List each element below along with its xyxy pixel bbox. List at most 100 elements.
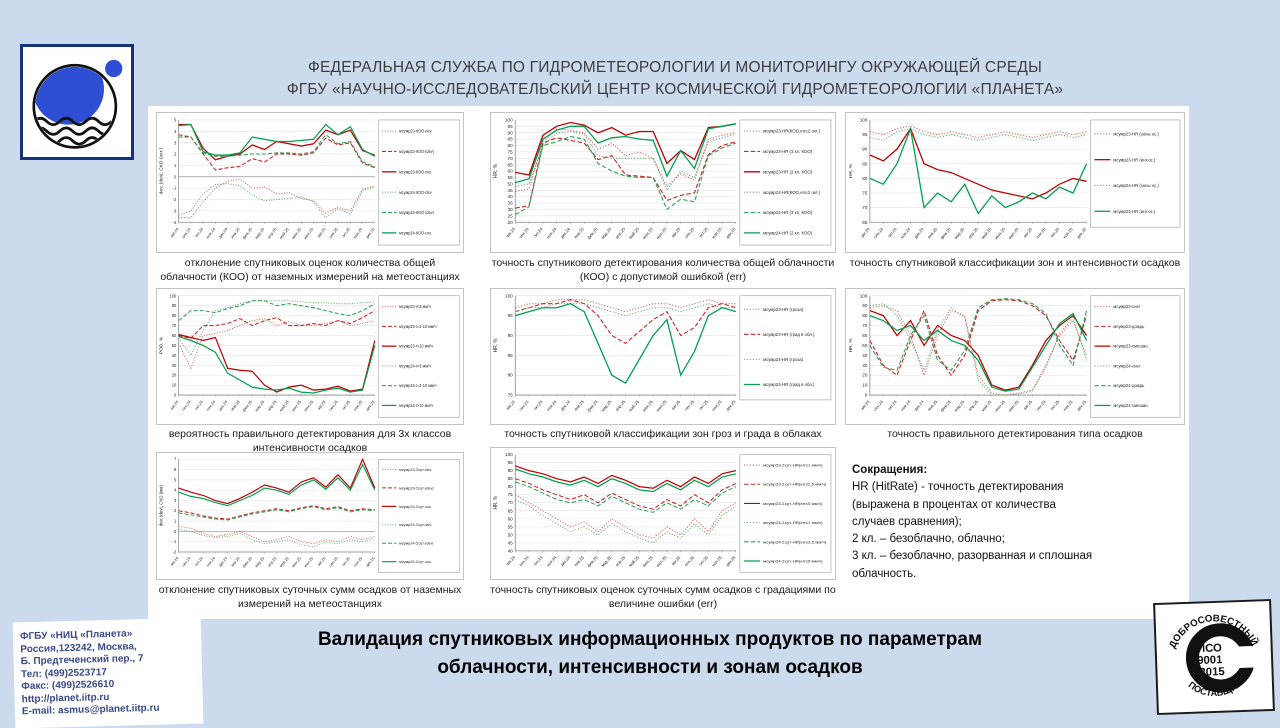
y-tick-label: 80 xyxy=(508,484,514,489)
series-line xyxy=(178,318,375,370)
y-tick-label: 60 xyxy=(508,516,514,521)
y-tick-label: 60 xyxy=(862,333,868,338)
chart-daily-sum-hitrate: 40 45 50 55 60 65 70 75 80 85 90 95 100 авг.24 сен.24 о… xyxy=(490,447,836,580)
series-line xyxy=(178,525,375,545)
x-tick-label: окт.25 xyxy=(698,554,710,566)
y-tick-label: 60 xyxy=(508,169,514,174)
legend-label: мсумр23-КОО-dev xyxy=(399,129,432,134)
series-line xyxy=(869,299,1088,377)
x-tick-label: дек.24 xyxy=(218,399,229,412)
abbreviations-line: случаев сравнения); xyxy=(852,515,962,528)
y-tick-label: 100 xyxy=(505,293,513,298)
series-line xyxy=(178,300,376,322)
x-tick-label: окт.24 xyxy=(532,226,544,238)
series-line xyxy=(869,126,1088,215)
stamp-iso-line3: -2015 xyxy=(1196,666,1225,679)
x-tick-label: окт.25 xyxy=(341,399,352,411)
y-tick-label: 1 xyxy=(174,163,177,168)
x-tick-label: янв.25 xyxy=(230,226,241,240)
x-tick-label: мар.25 xyxy=(254,226,266,240)
caption-daily-sum-dev: отклонение спутниковых суточных сумм оса… xyxy=(158,584,462,610)
caption-daily-sum-hr: точность спутниковых оценок суточных сум… xyxy=(490,584,836,610)
y-tick-label: 3 xyxy=(174,498,177,503)
series-line xyxy=(515,481,737,513)
series-line xyxy=(515,468,737,493)
series-line xyxy=(515,302,737,384)
y-tick-label: 90 xyxy=(862,147,868,152)
y-tick-label: 85 xyxy=(508,476,514,481)
y-tick-label: 90 xyxy=(862,303,868,308)
y-tick-label: 90 xyxy=(508,333,514,338)
y-tick-label: 65 xyxy=(862,220,868,225)
x-tick-label: окт.24 xyxy=(886,399,898,411)
y-tick-label: 5 xyxy=(174,477,177,482)
x-tick-label: май.25 xyxy=(279,556,290,568)
x-tick-label: июл.25 xyxy=(303,556,314,568)
x-tick-label: окт.25 xyxy=(698,399,710,411)
legend-label: мсумр23-Σсут-dev xyxy=(399,467,431,472)
caption-precip-type: точность правильного детектирования типа… xyxy=(887,428,1143,440)
y-tick-label: 95 xyxy=(862,132,868,137)
header-line-1: ФЕДЕРАЛЬНАЯ СЛУЖБА ПО ГИДРОМЕТЕОРОЛОГИИ … xyxy=(307,59,1043,76)
y-axis-label: dev, |dev|, СКО (мм) xyxy=(158,485,163,527)
x-tick-label: авг.24 xyxy=(860,226,872,238)
iso-quality-stamp: ДОБРОСОВЕСТНЫЙ ПОСТАВЩИК ИСО 9001 -2015 xyxy=(1153,598,1275,716)
y-tick-label: 0 xyxy=(174,174,177,179)
x-tick-label: авг.24 xyxy=(170,556,180,566)
x-tick-label: авг.25 xyxy=(670,399,682,411)
series-line xyxy=(178,457,376,505)
caption-pod-intensity: вероятность правильного детектирования д… xyxy=(168,428,452,454)
y-tick-label: 95 xyxy=(508,460,514,465)
y-tick-label: 2 xyxy=(174,151,177,156)
legend-label: мсумр23-I<3 мм/ч xyxy=(399,304,431,309)
planeta-logo-graphic xyxy=(32,59,123,149)
chart-precip-zones-hitrate: 65 70 75 80 85 90 95 100 авг.24 сен.24 окт.24 ноя.2… xyxy=(845,112,1185,253)
series-line xyxy=(869,303,1088,396)
y-tick-label: 40 xyxy=(508,549,514,554)
legend-label: мсумр24-I=3-10 мм/ч xyxy=(399,383,436,388)
y-tick-label: 70 xyxy=(508,156,514,161)
y-tick-label: 70 xyxy=(862,205,868,210)
series-line xyxy=(178,506,375,521)
y-tick-label: 60 xyxy=(172,333,177,338)
x-tick-label: ноя.25 xyxy=(352,226,363,240)
y-tick-label: 45 xyxy=(508,541,514,546)
planeta-logo xyxy=(20,44,134,160)
x-tick-label: мар.25 xyxy=(254,556,265,568)
iso-stamp-graphic: ДОБРОСОВЕСТНЫЙ ПОСТАВЩИК ИСО 9001 -2015 xyxy=(1166,612,1267,699)
y-tick-label: 40 xyxy=(862,353,868,358)
legend-label: мсумр24-I<3 мм/ч xyxy=(399,363,431,368)
series-line xyxy=(178,183,375,219)
logo-dot xyxy=(105,59,123,78)
y-tick-label: 65 xyxy=(508,162,514,167)
series-line xyxy=(869,128,1087,141)
series-line xyxy=(515,299,737,345)
legend-label: мсумр23-HR (град в обл.) xyxy=(763,332,815,337)
x-tick-label: авг.24 xyxy=(505,554,517,566)
y-tick-label: 50 xyxy=(508,181,514,186)
y-tick-label: 100 xyxy=(505,118,513,123)
x-tick-label: авг.24 xyxy=(169,399,180,411)
y-tick-label: 95 xyxy=(508,313,514,318)
legend-label: мсумр24-смешан. xyxy=(1113,403,1148,408)
series-line xyxy=(515,130,736,192)
y-tick-label: 80 xyxy=(862,176,868,181)
legend-label: мсумр23-Σсут-HR(err≤5 мм/ч) xyxy=(763,501,823,506)
x-tick-label: ноя.25 xyxy=(353,556,363,567)
caption-koo-hitrate: точность спутникового детектирования кол… xyxy=(491,257,835,283)
y-tick-label: 50 xyxy=(508,533,514,538)
x-tick-label: окт.24 xyxy=(532,399,544,411)
x-tick-label: ноя.24 xyxy=(206,556,216,567)
legend-label: мсумр23-Σсут-HR(err≤2,5 мм/ч) xyxy=(763,482,827,487)
legend-label: мсумр24-Σсут-HR(err≤1 мм/ч) xyxy=(763,520,823,525)
series-line xyxy=(178,335,376,394)
x-tick-label: июн.25 xyxy=(290,226,302,240)
x-tick-label: окт.25 xyxy=(698,226,710,238)
x-tick-label: окт.25 xyxy=(341,226,352,239)
chart-koo-deviation: -4 -3 -2 -1 0 1 2 3 4 5 авг.24 сен.24 окт.24 ноя.24 де… xyxy=(156,112,464,253)
y-axis-label: HR, % xyxy=(848,163,854,178)
series-line xyxy=(178,528,375,548)
y-tick-label: 75 xyxy=(508,393,514,398)
